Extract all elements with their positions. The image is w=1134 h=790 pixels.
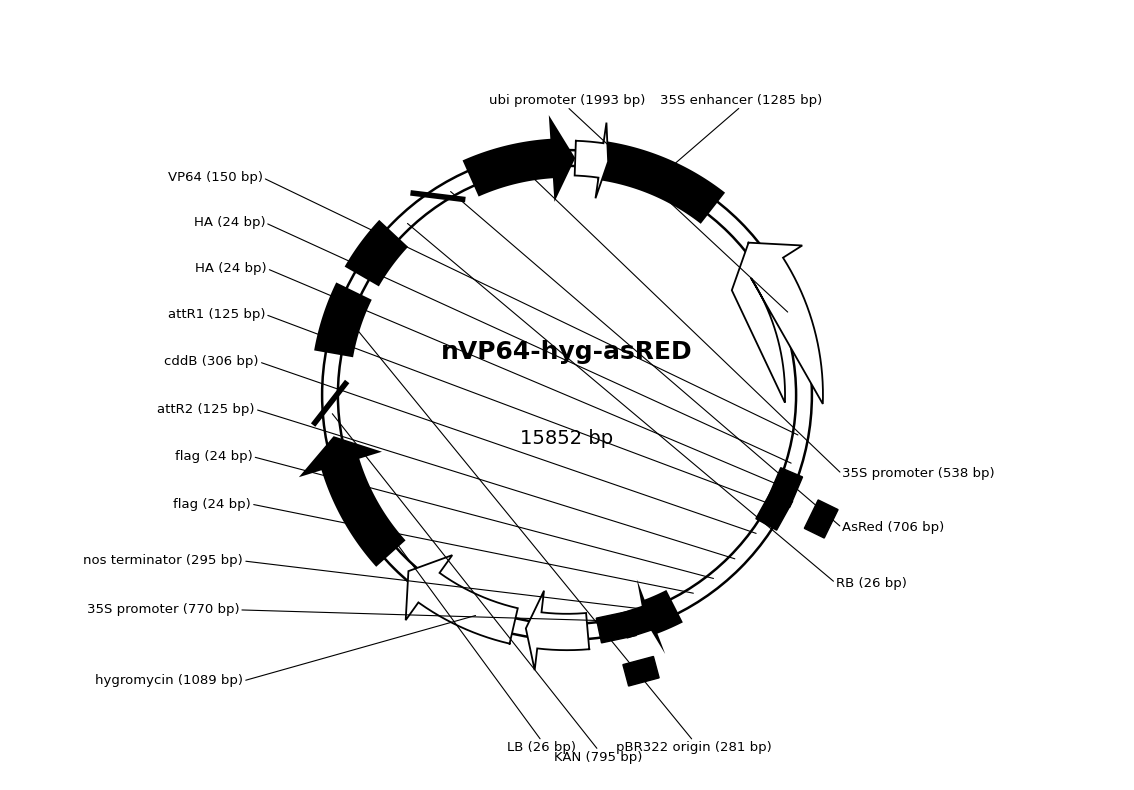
Text: attR1 (125 bp): attR1 (125 bp) xyxy=(168,308,265,321)
Polygon shape xyxy=(598,141,725,224)
Text: nVP64-hyg-asRED: nVP64-hyg-asRED xyxy=(441,340,693,363)
Polygon shape xyxy=(756,490,793,530)
Text: 15852 bp: 15852 bp xyxy=(521,429,613,448)
Polygon shape xyxy=(623,656,659,686)
Polygon shape xyxy=(526,591,590,670)
Polygon shape xyxy=(804,500,838,538)
Polygon shape xyxy=(345,220,408,287)
Polygon shape xyxy=(575,122,608,198)
Polygon shape xyxy=(619,603,661,638)
Text: HA (24 bp): HA (24 bp) xyxy=(194,216,265,229)
Text: LB (26 bp): LB (26 bp) xyxy=(507,741,576,754)
Polygon shape xyxy=(768,468,803,507)
Polygon shape xyxy=(314,283,372,357)
Polygon shape xyxy=(406,555,518,644)
Text: RB (26 bp): RB (26 bp) xyxy=(836,577,906,589)
Text: cddB (306 bp): cddB (306 bp) xyxy=(164,356,259,368)
Polygon shape xyxy=(463,115,575,202)
Polygon shape xyxy=(731,243,823,404)
Polygon shape xyxy=(299,436,406,566)
Text: ubi promoter (1993 bp): ubi promoter (1993 bp) xyxy=(489,94,645,107)
Text: KAN (795 bp): KAN (795 bp) xyxy=(555,750,643,763)
Text: attR2 (125 bp): attR2 (125 bp) xyxy=(158,403,255,416)
Polygon shape xyxy=(637,579,683,654)
Text: VP64 (150 bp): VP64 (150 bp) xyxy=(168,171,263,184)
Polygon shape xyxy=(596,611,636,643)
Text: HA (24 bp): HA (24 bp) xyxy=(195,262,266,275)
Text: AsRed (706 bp): AsRed (706 bp) xyxy=(841,521,945,534)
Text: 35S promoter (538 bp): 35S promoter (538 bp) xyxy=(841,468,995,480)
Text: 35S promoter (770 bp): 35S promoter (770 bp) xyxy=(86,604,239,616)
Text: hygromycin (1089 bp): hygromycin (1089 bp) xyxy=(95,675,243,687)
Text: nos terminator (295 bp): nos terminator (295 bp) xyxy=(84,555,243,567)
Text: flag (24 bp): flag (24 bp) xyxy=(175,450,253,463)
Text: pBR322 origin (281 bp): pBR322 origin (281 bp) xyxy=(616,741,771,754)
Text: 35S enhancer (1285 bp): 35S enhancer (1285 bp) xyxy=(660,94,822,107)
Text: flag (24 bp): flag (24 bp) xyxy=(174,498,251,510)
